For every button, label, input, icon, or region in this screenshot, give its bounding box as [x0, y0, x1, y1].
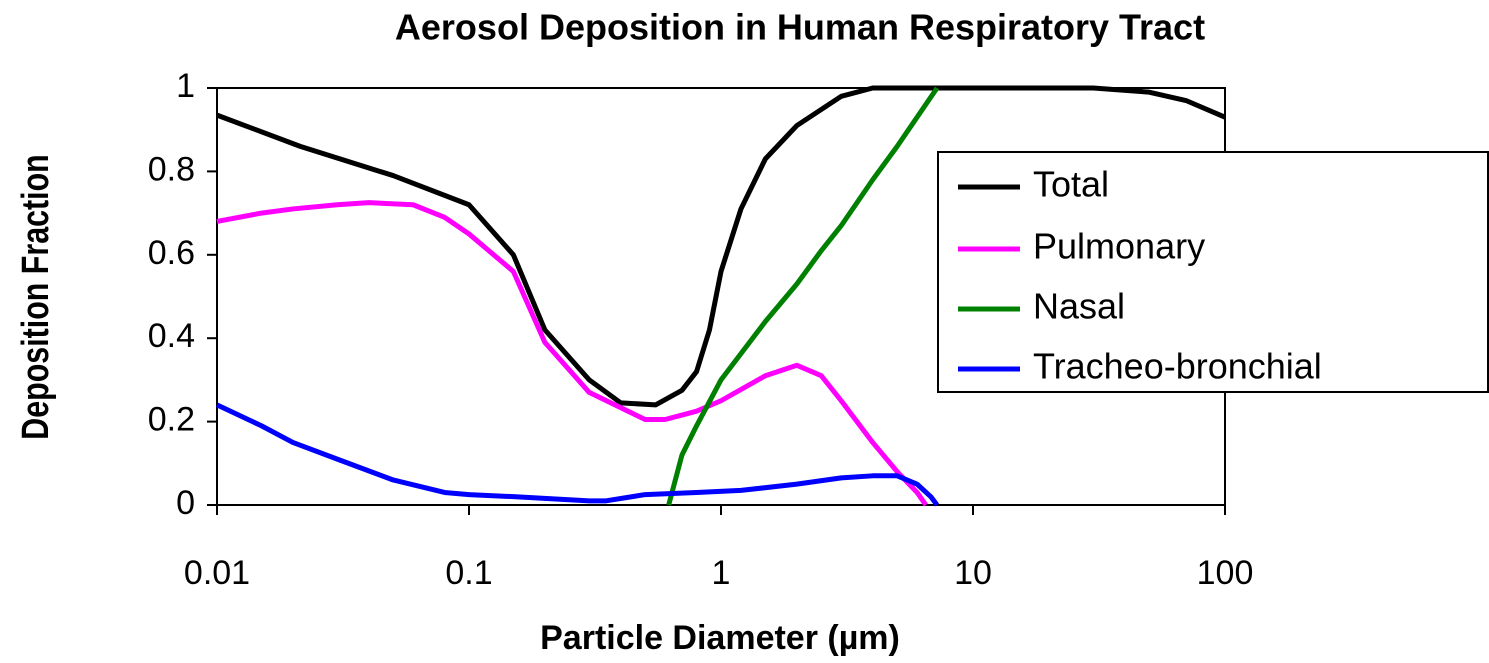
legend-label: Pulmonary — [1033, 226, 1205, 267]
x-axis-label: Particle Diameter (µm) — [540, 619, 900, 657]
x-tick-label: 10 — [954, 554, 992, 592]
y-tick-label: 0.4 — [148, 317, 195, 355]
x-tick-label: 1 — [712, 554, 731, 592]
x-tick-label: 100 — [1197, 554, 1254, 592]
y-tick-label: 1 — [176, 67, 195, 105]
chart-title: Aerosol Deposition in Human Respiratory … — [395, 7, 1205, 48]
series-line — [216, 85, 1226, 408]
y-tick-label: 0.8 — [148, 150, 195, 188]
legend-label: Total — [1033, 164, 1109, 205]
x-tick-label: 0.01 — [184, 554, 250, 592]
series-line — [666, 86, 940, 506]
series-line — [215, 402, 940, 507]
legend-box — [937, 151, 1489, 393]
series-line — [216, 200, 928, 507]
legend-label: Nasal — [1033, 286, 1125, 327]
y-tick-label: 0.2 — [148, 401, 195, 439]
legend-label: Tracheo-bronchial — [1033, 346, 1322, 387]
x-tick-label: 0.1 — [445, 554, 492, 592]
y-tick-label: 0 — [176, 484, 195, 522]
y-tick-label: 0.6 — [148, 234, 195, 272]
y-axis-label: Deposition Fraction — [15, 154, 57, 439]
